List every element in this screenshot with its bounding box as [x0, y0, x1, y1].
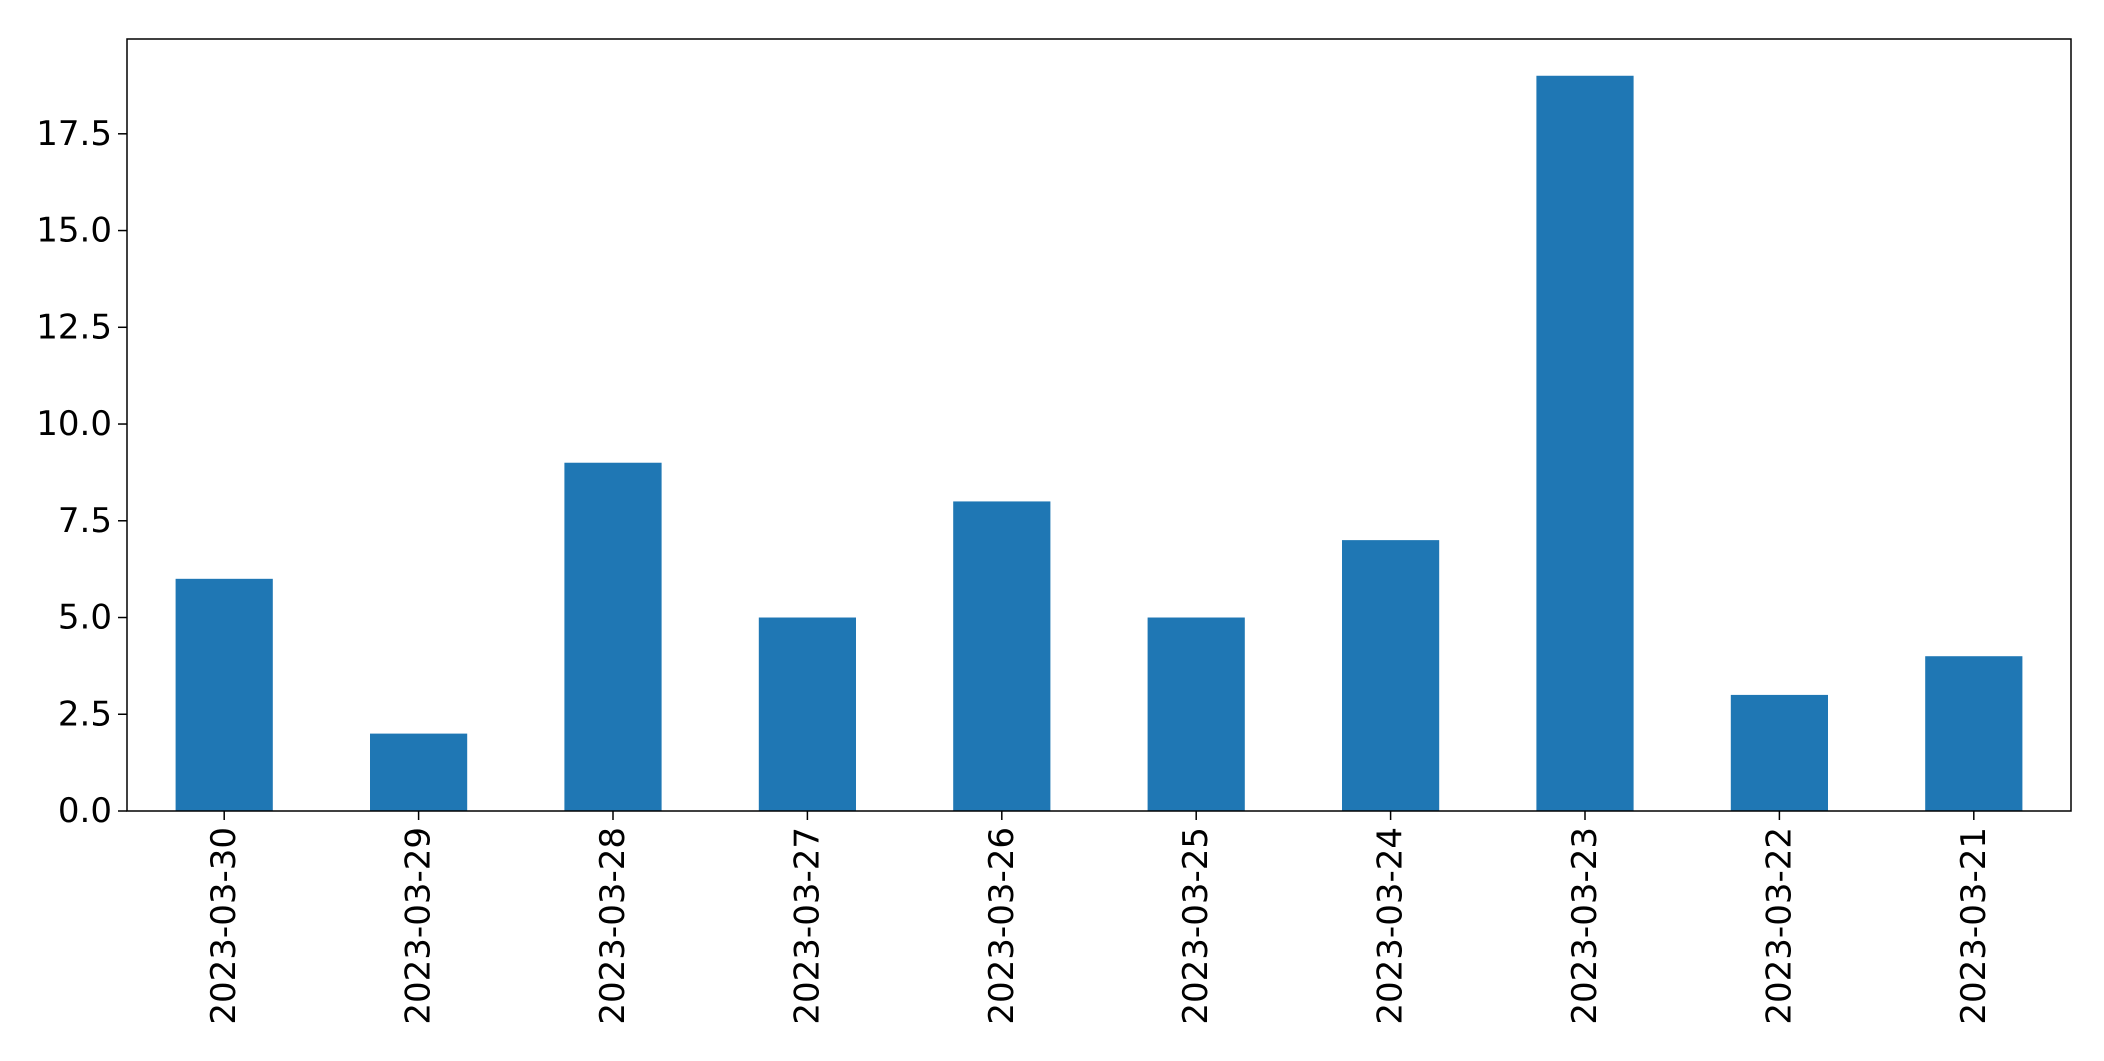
y-tick-label: 0.0	[58, 791, 112, 831]
y-tick-label: 5.0	[58, 598, 112, 638]
bar-2023-03-27	[758, 617, 856, 811]
y-tick-label: 15.0	[36, 211, 112, 251]
bars-group	[175, 75, 2023, 811]
y-tick-label: 12.5	[36, 307, 112, 347]
x-tick-label: 2023-03-23	[1565, 827, 1605, 1025]
bar-2023-03-24	[1342, 540, 1440, 811]
y-tick-label: 17.5	[36, 114, 112, 154]
x-tick-label: 2023-03-24	[1371, 827, 1411, 1025]
bar-2023-03-29	[370, 733, 468, 811]
bar-2023-03-30	[175, 578, 273, 811]
x-axis: 2023-03-30 2023-03-29 2023-03-28 2023-03-27…	[204, 811, 1994, 1025]
bar-2023-03-23	[1536, 75, 1634, 811]
x-tick-label: 2023-03-26	[982, 827, 1022, 1025]
bar-2023-03-26	[953, 501, 1051, 811]
plot-frame	[126, 38, 2072, 812]
y-tick-label: 2.5	[58, 694, 112, 734]
bar-2023-03-28	[564, 462, 662, 811]
x-tick-label: 2023-03-28	[593, 827, 633, 1025]
bar-2023-03-22	[1730, 694, 1828, 811]
y-tick-label: 7.5	[58, 501, 112, 541]
x-tick-label: 2023-03-29	[399, 827, 439, 1025]
x-tick-label: 2023-03-25	[1176, 827, 1216, 1025]
y-axis: 0.0 2.5 5.0 7.5 10.0 12.5 15.0 17.5	[36, 114, 127, 831]
x-tick-label: 2023-03-22	[1759, 827, 1799, 1025]
x-tick-label: 2023-03-21	[1954, 827, 1994, 1025]
bar-2023-03-25	[1147, 617, 1245, 811]
x-tick-label: 2023-03-27	[787, 827, 827, 1025]
bar-2023-03-21	[1925, 656, 2023, 811]
x-tick-label: 2023-03-30	[204, 827, 244, 1025]
y-tick-label: 10.0	[36, 404, 112, 444]
